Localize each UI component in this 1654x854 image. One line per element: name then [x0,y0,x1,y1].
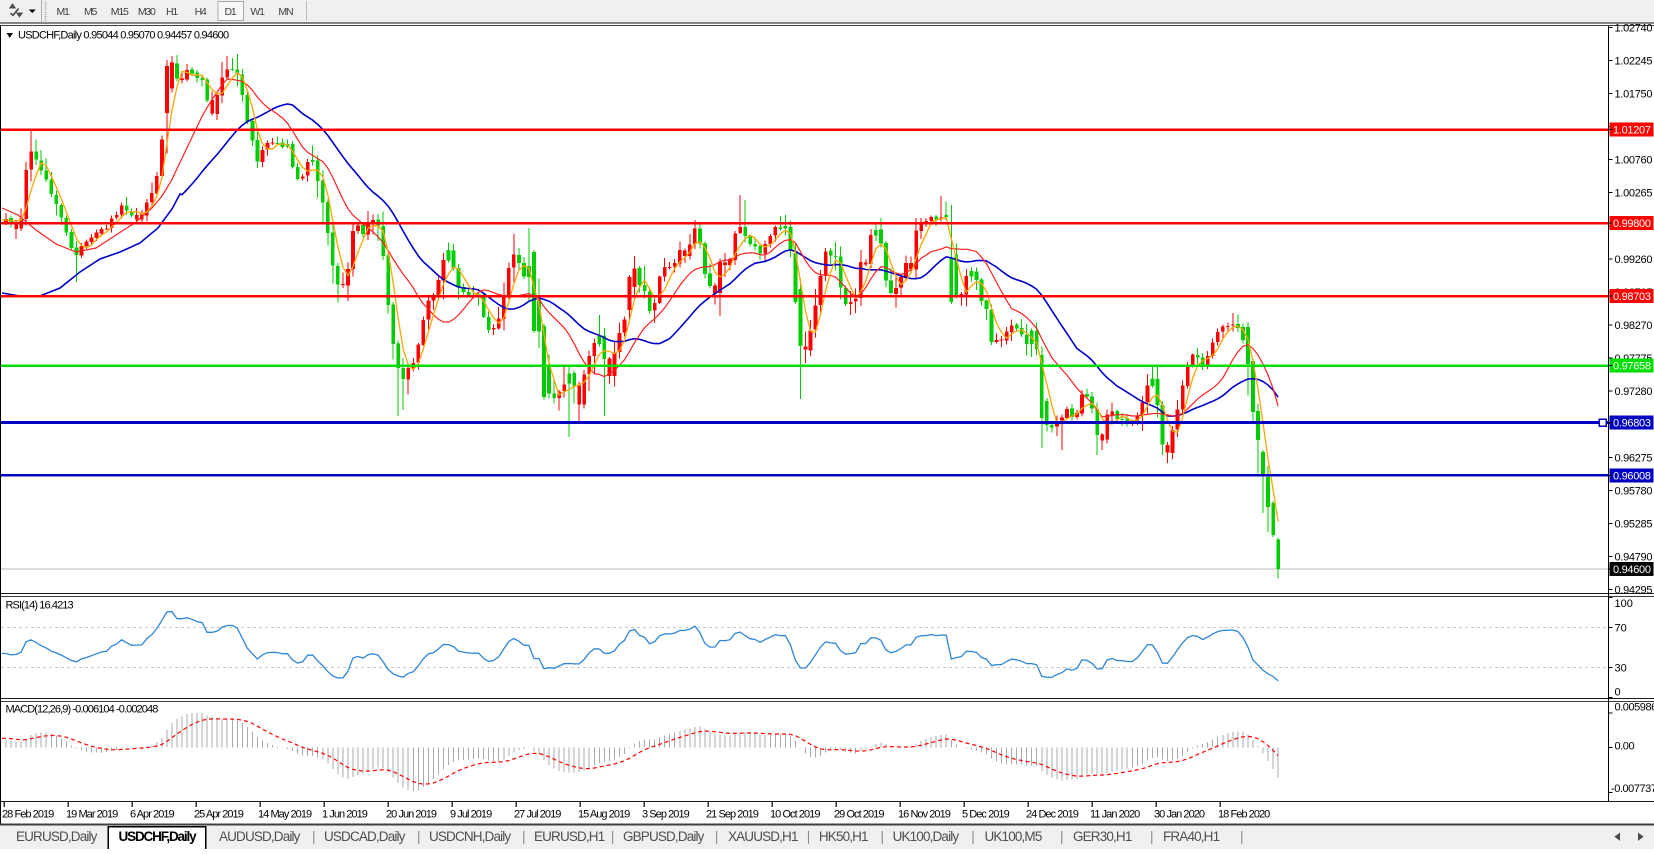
svg-text:1.00265: 1.00265 [1615,187,1653,199]
svg-text:1.01750: 1.01750 [1615,89,1653,101]
svg-text:18 Feb 2020: 18 Feb 2020 [1218,809,1270,821]
svg-text:0.97280: 0.97280 [1615,386,1653,398]
svg-text:EURUSD,H1: EURUSD,H1 [534,829,605,844]
svg-text:GER30,H1: GER30,H1 [1073,829,1132,844]
svg-text:|: | [1150,829,1154,844]
svg-text:6 Apr 2019: 6 Apr 2019 [130,809,175,821]
svg-text:|: | [807,829,811,844]
svg-text:100: 100 [1615,598,1633,610]
svg-text:1.02740: 1.02740 [1615,23,1653,35]
svg-text:MACD(12,26,9) -0.006104 -0.002: MACD(12,26,9) -0.006104 -0.002048 [6,704,159,716]
svg-text:0.99800: 0.99800 [1613,218,1651,230]
svg-text:0.95285: 0.95285 [1615,518,1653,530]
svg-text:-0.007737: -0.007737 [1611,783,1654,795]
svg-text:|: | [312,829,316,844]
svg-text:RSI(14) 16.4213: RSI(14) 16.4213 [6,600,74,612]
svg-text:1.01207: 1.01207 [1613,125,1651,137]
svg-text:27 Jul 2019: 27 Jul 2019 [514,809,561,821]
svg-text:15 Aug 2019: 15 Aug 2019 [578,809,630,821]
svg-text:XAUUSD,H1: XAUUSD,H1 [728,829,798,844]
svg-text:W1: W1 [250,6,265,18]
svg-text:9 Jul 2019: 9 Jul 2019 [450,809,492,821]
svg-text:EURUSD,Daily: EURUSD,Daily [16,829,98,844]
svg-text:24 Dec 2019: 24 Dec 2019 [1026,809,1079,821]
svg-text:30 Jan 2020: 30 Jan 2020 [1154,809,1205,821]
svg-text:M1: M1 [57,6,71,18]
svg-text:29 Oct 2019: 29 Oct 2019 [834,809,884,821]
svg-text:D1: D1 [224,6,236,18]
svg-text:0.99260: 0.99260 [1615,254,1653,266]
svg-text:0.94790: 0.94790 [1615,551,1653,563]
svg-text:USDCNH,Daily: USDCNH,Daily [429,829,511,844]
svg-text:0: 0 [1615,687,1621,699]
svg-text:M15: M15 [111,6,129,18]
svg-text:0.96008: 0.96008 [1613,470,1651,482]
svg-text:1.02245: 1.02245 [1615,56,1653,68]
svg-text:28 Feb 2019: 28 Feb 2019 [2,809,54,821]
svg-text:25 Apr 2019: 25 Apr 2019 [194,809,244,821]
svg-text:|: | [715,829,719,844]
svg-text:14 May 2019: 14 May 2019 [258,809,312,821]
svg-text:19 Mar 2019: 19 Mar 2019 [66,809,118,821]
svg-text:10 Oct 2019: 10 Oct 2019 [770,809,820,821]
svg-text:H4: H4 [195,6,207,18]
svg-text:|: | [417,829,421,844]
svg-text:70: 70 [1615,623,1627,635]
svg-text:0.00: 0.00 [1615,740,1635,752]
svg-text:|: | [1240,829,1244,844]
svg-text:MN: MN [278,6,293,18]
svg-text:AUDUSD,Daily: AUDUSD,Daily [219,829,301,844]
svg-text:16 Nov 2019: 16 Nov 2019 [898,809,951,821]
svg-text:UK100,Daily: UK100,Daily [893,829,960,844]
svg-text:1 Jun 2019: 1 Jun 2019 [322,809,368,821]
svg-text:M30: M30 [138,6,156,18]
svg-text:5 Dec 2019: 5 Dec 2019 [962,809,1010,821]
svg-text:0.96275: 0.96275 [1615,453,1653,465]
svg-text:0.97658: 0.97658 [1613,361,1651,373]
svg-text:|: | [971,829,975,844]
svg-text:|: | [611,829,615,844]
svg-text:M5: M5 [84,6,98,18]
svg-text:USDCAD,Daily: USDCAD,Daily [324,829,406,844]
svg-text:0.98270: 0.98270 [1615,320,1653,332]
svg-text:USDCHF,Daily 0.95044 0.95070: USDCHF,Daily 0.95044 0.95070 0.94457 0.9… [18,30,229,42]
svg-text:0.98703: 0.98703 [1613,291,1651,303]
svg-text:20 Jun 2019: 20 Jun 2019 [386,809,437,821]
svg-text:FRA40,H1: FRA40,H1 [1163,829,1220,844]
svg-text:|: | [1060,829,1064,844]
svg-text:11 Jan 2020: 11 Jan 2020 [1090,809,1140,821]
svg-text:0.96803: 0.96803 [1613,418,1651,430]
svg-text:UK100,M5: UK100,M5 [985,829,1042,844]
svg-text:0.95780: 0.95780 [1615,486,1653,498]
svg-text:0.94600: 0.94600 [1613,564,1651,576]
svg-text:21 Sep 2019: 21 Sep 2019 [706,809,759,821]
svg-text:HK50,H1: HK50,H1 [819,829,868,844]
svg-text:USDCHF,Daily: USDCHF,Daily [119,829,198,844]
svg-text:|: | [522,829,526,844]
svg-text:H1: H1 [166,6,178,18]
svg-text:3 Sep 2019: 3 Sep 2019 [642,809,690,821]
svg-text:GBPUSD,Daily: GBPUSD,Daily [623,829,705,844]
svg-text:30: 30 [1615,662,1627,674]
svg-text:0.94295: 0.94295 [1615,584,1653,596]
svg-text:0.005986: 0.005986 [1615,702,1654,714]
svg-text:1.00760: 1.00760 [1615,154,1653,166]
svg-text:|: | [881,829,885,844]
